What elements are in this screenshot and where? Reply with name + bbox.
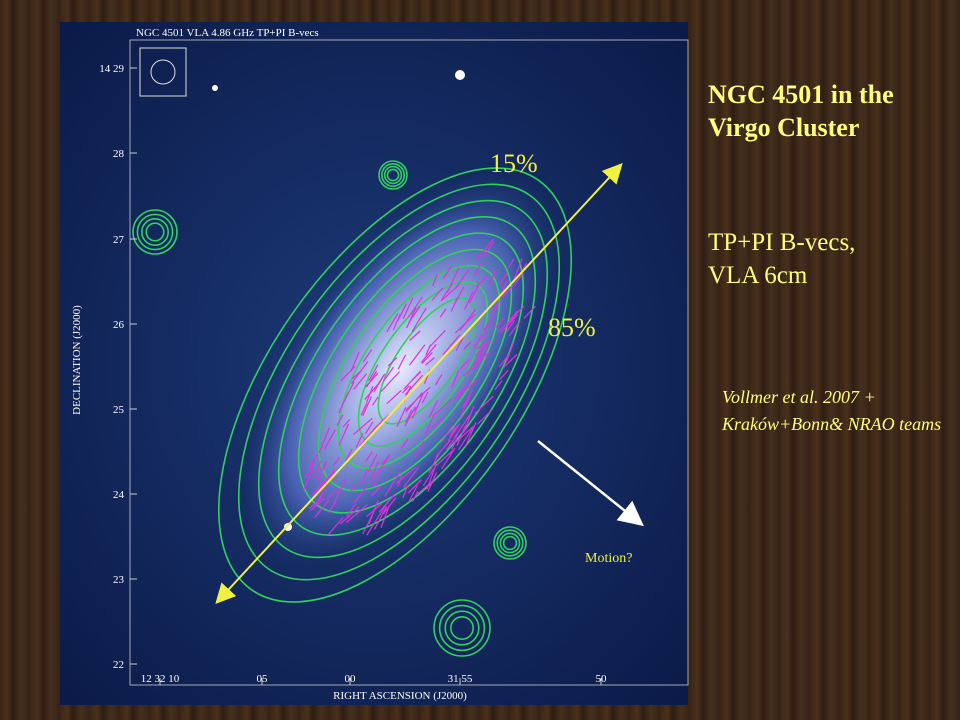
plot-box: [129, 39, 689, 686]
contour: [132, 209, 178, 255]
image-title: NGC 4501 VLA 4.86 GHz TP+PI B-vecs: [136, 27, 319, 39]
annotation: 15%: [490, 149, 538, 178]
y-tick-label: 26: [113, 319, 125, 331]
annotation: 85%: [548, 313, 596, 342]
motion-arrow: [537, 440, 644, 527]
y-tick-label: 24: [113, 489, 125, 501]
y-tick-label: 23: [113, 574, 125, 586]
star: [212, 85, 218, 91]
y-axis-label: DECLINATION (J2000): [71, 305, 83, 415]
slide-title: NGC 4501 in the Virgo Cluster: [708, 80, 894, 142]
y-tick-label: 25: [113, 404, 125, 416]
credit: Vollmer et al. 2007 + Kraków+Bonn& NRAO …: [722, 387, 942, 434]
beam-box: [139, 47, 187, 97]
contour: [145, 222, 165, 242]
x-axis-label: RIGHT ASCENSION (J2000): [333, 690, 467, 702]
beam: [150, 59, 176, 85]
annotation: Motion?: [585, 551, 632, 566]
y-tick-label: 27: [113, 234, 125, 246]
star: [455, 70, 465, 80]
contour: [449, 615, 474, 640]
contour: [136, 213, 174, 251]
y-tick-label: 22: [113, 659, 124, 671]
slide-subtitle: TP+PI B-vecs, VLA 6cm: [708, 229, 856, 289]
contour: [141, 218, 170, 247]
contour: [438, 604, 486, 652]
axis-arrow: [215, 163, 623, 604]
contour: [444, 610, 480, 646]
y-tick-label: 28: [113, 148, 125, 160]
y-tick-label: 14 29: [99, 63, 124, 75]
